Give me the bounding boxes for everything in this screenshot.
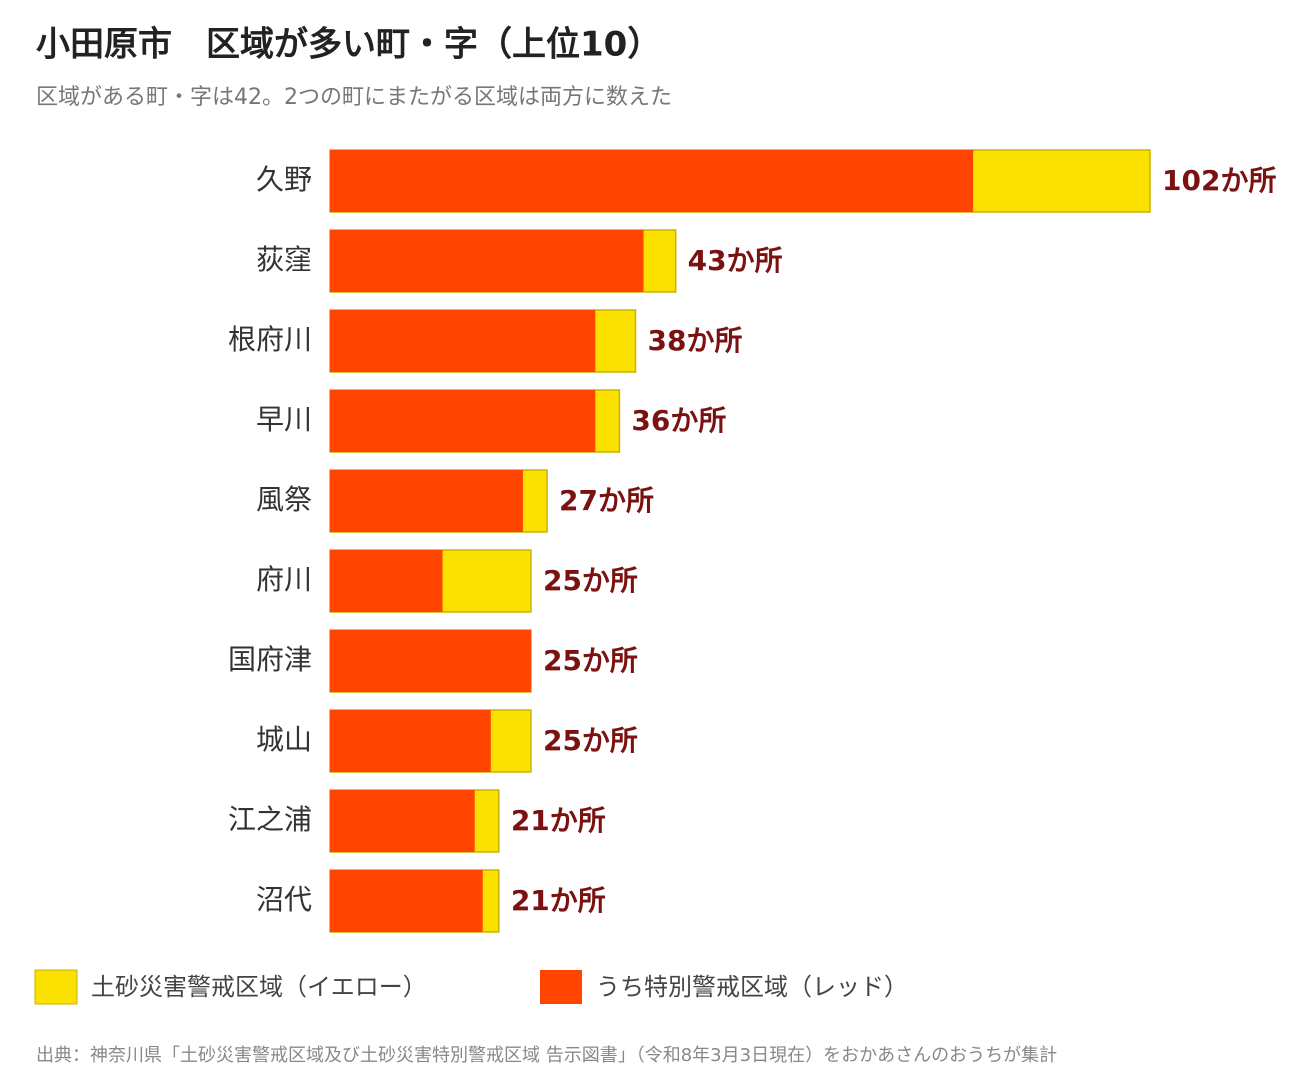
category-label: 久野 xyxy=(256,163,312,196)
bar xyxy=(330,470,523,532)
legend-label: 土砂災害警戒区域（イエロー） xyxy=(91,973,427,1001)
bar xyxy=(330,390,596,452)
legend-swatch xyxy=(34,969,78,1005)
value-label: 38か所 xyxy=(647,324,742,357)
value-label: 25か所 xyxy=(543,564,638,597)
value-label: 25か所 xyxy=(543,724,638,757)
bar xyxy=(330,790,475,852)
category-label: 早川 xyxy=(256,403,312,436)
chart-subtitle: 区域がある町・字は42。2つの町にまたがる区域は両方に数えた xyxy=(36,85,672,110)
legend-swatch xyxy=(540,970,582,1004)
source: 出典：神奈川県「土砂災害警戒区域及び土砂災害特別警戒区域 告示図書」（令和8年3… xyxy=(36,1045,1057,1066)
legend-label: うち特別警戒区域（レッド） xyxy=(596,973,908,1001)
category-label: 沼代 xyxy=(256,883,312,916)
category-label: 城山 xyxy=(256,723,312,756)
value-label: 21か所 xyxy=(511,804,606,837)
value-label: 27か所 xyxy=(559,484,654,517)
chart-title: 小田原市 区域が多い町・字（上位10） xyxy=(36,25,661,65)
value-label: 43か所 xyxy=(688,244,783,277)
bar xyxy=(330,150,974,212)
bar xyxy=(330,310,596,372)
value-label: 102か所 xyxy=(1162,164,1276,197)
category-label: 風祭 xyxy=(256,483,312,516)
bar xyxy=(330,870,483,932)
category-label: 府川 xyxy=(256,563,312,596)
value-label: 36か所 xyxy=(631,404,726,437)
category-label: 国府津 xyxy=(228,643,312,676)
bar xyxy=(330,230,644,292)
category-label: 荻窪 xyxy=(256,243,312,276)
category-label: 江之浦 xyxy=(228,803,312,836)
bar xyxy=(330,630,531,692)
bar xyxy=(330,710,491,772)
bar xyxy=(330,550,443,612)
value-label: 21か所 xyxy=(511,884,606,917)
value-label: 25か所 xyxy=(543,644,638,677)
category-label: 根府川 xyxy=(228,323,312,356)
